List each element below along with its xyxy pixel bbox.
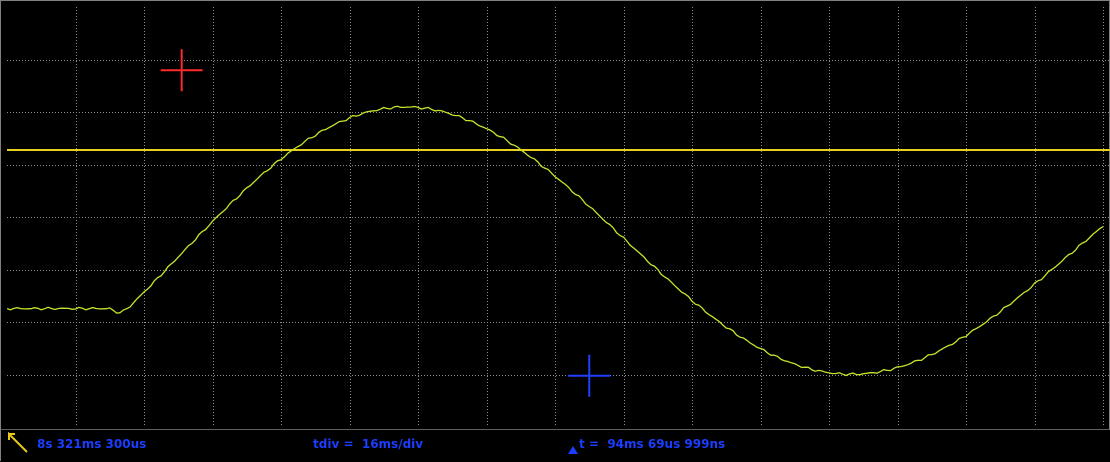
time-position-readout: 8s 321ms 300us <box>37 437 147 451</box>
grid <box>7 7 1110 427</box>
trigger-position-icon <box>8 432 28 453</box>
timebase-readout: tdiv = 16ms/div <box>313 437 424 451</box>
cursor-b-crosshair[interactable] <box>568 354 611 397</box>
cursor-a-crosshair[interactable] <box>160 49 203 92</box>
delta-triangle-icon <box>568 446 578 454</box>
oscilloscope-screen[interactable] <box>7 7 1110 427</box>
signal-trace <box>7 105 1104 377</box>
status-bar: 8s 321ms 300us tdiv = 16ms/div t = 94ms … <box>1 429 1110 462</box>
scope-display[interactable] <box>7 7 1110 427</box>
delta-time-readout: t = 94ms 69us 999ns <box>579 437 726 451</box>
